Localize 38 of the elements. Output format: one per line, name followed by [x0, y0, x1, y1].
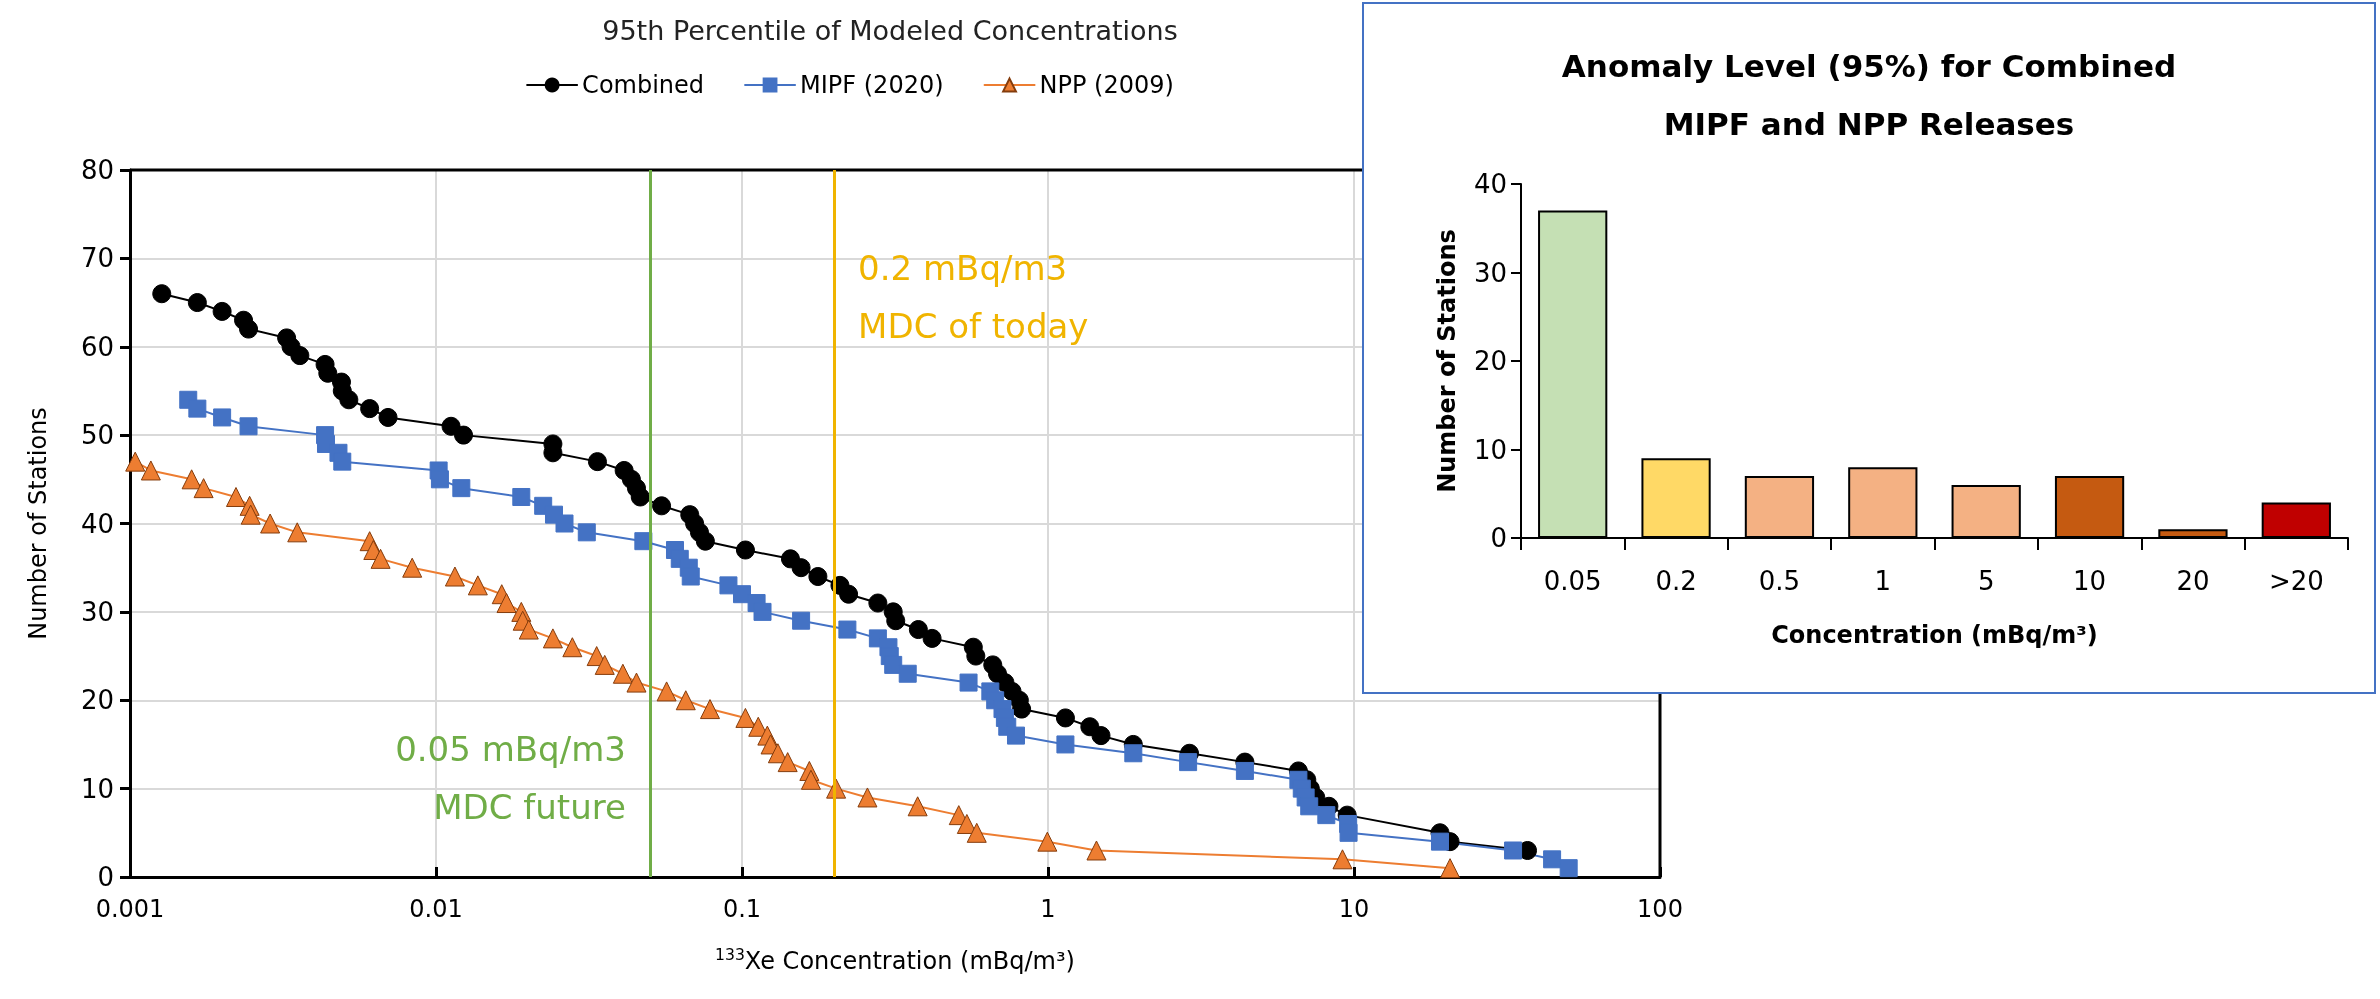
y-axis-title: Number of Stations [1433, 229, 1461, 493]
y-tick-label: 40 [80, 508, 114, 539]
ref-line-label: 0.2 mBq/m3 MDC of today [858, 248, 1089, 347]
chart-title: 95th Percentile of Modeled Concentrations [602, 15, 1178, 46]
x-tick-label: 0.001 [95, 895, 165, 923]
y-tick-label: 70 [80, 243, 114, 274]
y-tick-label: 30 [80, 596, 114, 627]
x-tick-label: 1 [1040, 895, 1056, 923]
x-tick-label: 100 [1637, 895, 1683, 923]
x-tick-label: 0.2 [1655, 566, 1697, 596]
y-tick-label: 20 [80, 685, 114, 716]
y-tick-label: 50 [80, 420, 114, 451]
x-tick-label: 5 [1977, 566, 1995, 596]
y-tick-label: 80 [80, 155, 114, 185]
x-tick-label: 0.5 [1758, 566, 1801, 596]
y-tick-label: 60 [80, 331, 114, 362]
x-tick-label: 10 [2073, 566, 2107, 596]
legend-label: Combined [582, 71, 705, 99]
y-tick-label: 0 [1490, 523, 1507, 553]
x-tick-label: 1 [1874, 566, 1892, 596]
legend-label: NPP (2009) [1039, 71, 1174, 99]
y-tick-label: 30 [1473, 257, 1507, 288]
x-axis-title: Concentration (mBq/m³) [1771, 621, 2098, 649]
y-tick-label: 10 [1473, 434, 1507, 465]
x-tick-label: >20 [2268, 566, 2324, 596]
x-tick-label: 0.05 [1543, 566, 1602, 596]
y-axis-title: Number of Stations [24, 407, 52, 640]
y-tick-label: 40 [1473, 169, 1507, 199]
x-tick-label: 10 [1338, 895, 1370, 923]
chart-title: Anomaly Level (95%) for Combined MIPF and NPP Releases [1561, 48, 2177, 142]
x-tick-label: 0.01 [409, 895, 463, 923]
y-tick-label: 0 [97, 862, 114, 892]
x-tick-label: 20 [2176, 566, 2210, 596]
y-tick-label: 20 [1473, 346, 1507, 376]
y-tick-label: 10 [80, 773, 114, 804]
x-tick-label: 0.1 [722, 895, 762, 923]
ref-line-label: 0.05 mBq/m3 MDC future [395, 729, 626, 828]
legend-label: MIPF (2020) [800, 71, 944, 99]
